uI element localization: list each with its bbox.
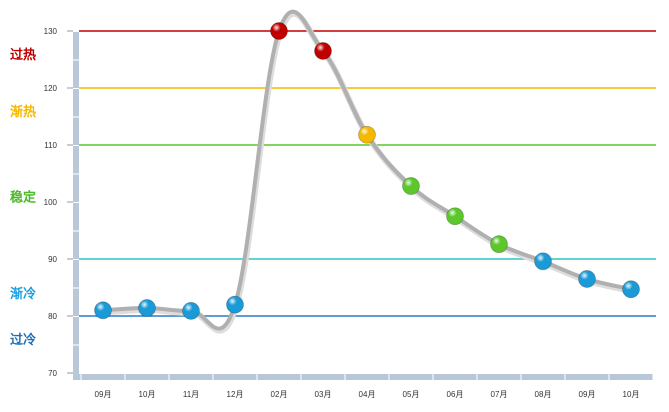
data-point-highlight [226, 296, 244, 314]
data-point-highlight [182, 302, 200, 320]
x-tick-label: 12月 [227, 390, 244, 399]
x-tick-label: 05月 [403, 390, 420, 399]
data-point-highlight [314, 42, 332, 60]
y-tick-label: 70 [48, 369, 57, 378]
x-tick-label: 06月 [447, 390, 464, 399]
data-point-highlight [622, 280, 640, 298]
zone-label: 过热 [10, 47, 36, 63]
x-tick-label: 08月 [535, 390, 552, 399]
x-tick-label: 10月 [623, 390, 640, 399]
x-tick-label: 03月 [315, 390, 332, 399]
zone-label: 渐冷 [10, 286, 36, 302]
x-tick-label: 10月 [139, 390, 156, 399]
x-tick-label: 09月 [95, 390, 112, 399]
y-tick-label: 110 [44, 141, 57, 150]
data-point-highlight [358, 126, 376, 144]
x-tick-label: 04月 [359, 390, 376, 399]
y-tick-label: 90 [48, 255, 57, 264]
x-axis [73, 374, 653, 380]
y-tick-label: 100 [44, 198, 58, 207]
data-point-highlight [578, 270, 596, 288]
x-tick-label: 11月 [183, 390, 199, 399]
series-line-shadow [103, 10, 633, 334]
x-tick-label: 02月 [271, 390, 288, 399]
data-point-highlight [270, 22, 288, 40]
data-point-highlight [490, 235, 508, 253]
y-tick-label: 120 [44, 84, 58, 93]
zone-label: 渐热 [10, 104, 36, 120]
x-tick-label: 07月 [491, 390, 508, 399]
data-point-highlight [534, 252, 552, 270]
data-point-highlight [402, 177, 420, 195]
series-line [102, 9, 632, 331]
y-axis [73, 31, 79, 377]
y-tick-label: 80 [48, 312, 57, 321]
zone-label: 过冷 [10, 332, 36, 348]
zone-label: 稳定 [10, 189, 36, 205]
data-point-highlight [94, 301, 112, 319]
y-tick-label: 130 [44, 27, 58, 36]
data-point-highlight [138, 299, 156, 317]
x-tick-label: 09月 [579, 390, 596, 399]
data-point-highlight [446, 207, 464, 225]
